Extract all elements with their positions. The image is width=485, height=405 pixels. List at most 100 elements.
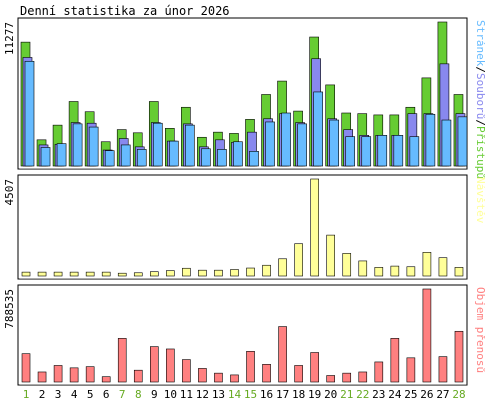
bar-stranky <box>40 147 51 167</box>
legend-separator: / <box>474 119 485 126</box>
bar-navstevy <box>374 267 384 277</box>
bar-navstevy <box>406 266 416 277</box>
day-label: 28 <box>452 388 465 401</box>
bar-stranky <box>249 151 259 167</box>
bar-stranky <box>120 144 131 167</box>
bar-stranky <box>393 135 404 167</box>
bar-stranky <box>425 113 436 167</box>
bar-navstevy <box>166 270 175 277</box>
day-label: 4 <box>71 388 78 401</box>
bar-objem <box>53 365 63 383</box>
bar-navstevy <box>422 252 432 277</box>
bar-stranky <box>88 126 99 167</box>
bar-navstevy <box>150 271 159 277</box>
bar-objem <box>246 351 255 383</box>
day-label: 15 <box>244 388 257 401</box>
legend: Návštěv <box>474 177 485 224</box>
day-label: 11 <box>180 388 193 401</box>
legend-entry: Stránek <box>474 20 485 67</box>
bar-navstevy <box>342 253 352 277</box>
day-label: 16 <box>260 388 273 401</box>
bar-navstevy <box>85 271 95 277</box>
bar-objem <box>133 369 143 383</box>
bar-stranky <box>409 136 420 167</box>
day-label: 7 <box>119 388 126 401</box>
bar-stranky <box>361 136 372 167</box>
bar-objem <box>117 338 127 383</box>
bar-stranky <box>281 112 291 167</box>
bar-navstevy <box>214 269 223 277</box>
bar-objem <box>278 326 287 383</box>
day-label: 1 <box>23 388 30 401</box>
bar-objem <box>438 356 448 383</box>
day-label: 8 <box>135 388 142 401</box>
day-label: 9 <box>151 388 158 401</box>
bar-navstevy <box>294 243 303 277</box>
bar-navstevy <box>230 269 239 277</box>
legend-entry: Přístupů <box>474 126 485 179</box>
bar-stranky <box>56 143 67 167</box>
bar-stranky <box>201 148 211 167</box>
y-max-label: 11277 <box>3 22 16 55</box>
day-label: 27 <box>436 388 449 401</box>
bar-stranky <box>457 116 468 167</box>
bar-objem <box>85 366 95 383</box>
bar-navstevy <box>262 264 271 277</box>
day-label: 23 <box>372 388 385 401</box>
bar-objem <box>101 376 111 383</box>
bar-navstevy <box>390 265 400 277</box>
bar-stranky <box>377 135 388 167</box>
visits-panel: 4507 Návštěv <box>3 174 485 280</box>
day-label: 19 <box>308 388 321 401</box>
bar-navstevy <box>101 271 111 277</box>
day-label: 5 <box>87 388 94 401</box>
bar-navstevy <box>37 271 47 277</box>
bar-objem <box>390 338 400 383</box>
bar-navstevy <box>278 258 287 277</box>
day-label: 26 <box>420 388 433 401</box>
bar-navstevy <box>53 271 63 277</box>
bar-objem <box>262 364 271 383</box>
bar-objem <box>37 371 47 383</box>
bar-objem <box>214 372 223 383</box>
day-label: 18 <box>292 388 305 401</box>
legend-entry: Návštěv <box>474 177 485 224</box>
bar-stranky <box>72 123 83 167</box>
bar-objem <box>358 371 368 383</box>
bar-navstevy <box>117 272 127 277</box>
day-label: 14 <box>228 388 242 401</box>
day-label: 25 <box>404 388 417 401</box>
day-label: 10 <box>164 388 177 401</box>
day-label: 24 <box>388 388 402 401</box>
legend-entry: Objem přenosů <box>474 287 485 373</box>
bar-stranky <box>217 149 227 167</box>
bar-stranky <box>169 140 179 167</box>
bar-navstevy <box>133 272 143 277</box>
bar-stranky <box>233 141 243 167</box>
bar-objem <box>21 353 31 383</box>
bar-objem <box>374 361 384 383</box>
bar-objem <box>166 348 175 383</box>
bar-objem <box>294 365 303 383</box>
day-axis-labels: 1 2 3 4 5 6 7 8 9 10 11 12 13 14 15 16 17 18 19 20 21 22 23 24 2… <box>23 388 466 401</box>
day-label: 6 <box>103 388 110 401</box>
bar-objem <box>198 368 207 383</box>
bar-objem <box>69 367 79 383</box>
y-max-label: 4507 <box>3 179 16 206</box>
bar-stranky <box>152 122 163 167</box>
bar-stranky <box>297 123 307 167</box>
bar-navstevy <box>310 178 319 277</box>
panel-frame <box>17 174 468 280</box>
bar-objem <box>326 375 335 383</box>
bar-navstevy <box>358 260 368 277</box>
chart-title: Denní statistika za únor 2026 <box>20 4 230 18</box>
day-label: 3 <box>55 388 62 401</box>
bar-objem <box>454 330 464 383</box>
bar-stranky <box>185 124 195 167</box>
bar-objem <box>310 352 319 383</box>
bar-objem <box>342 372 352 383</box>
day-label: 13 <box>212 388 225 401</box>
bar-navstevy <box>69 271 79 277</box>
